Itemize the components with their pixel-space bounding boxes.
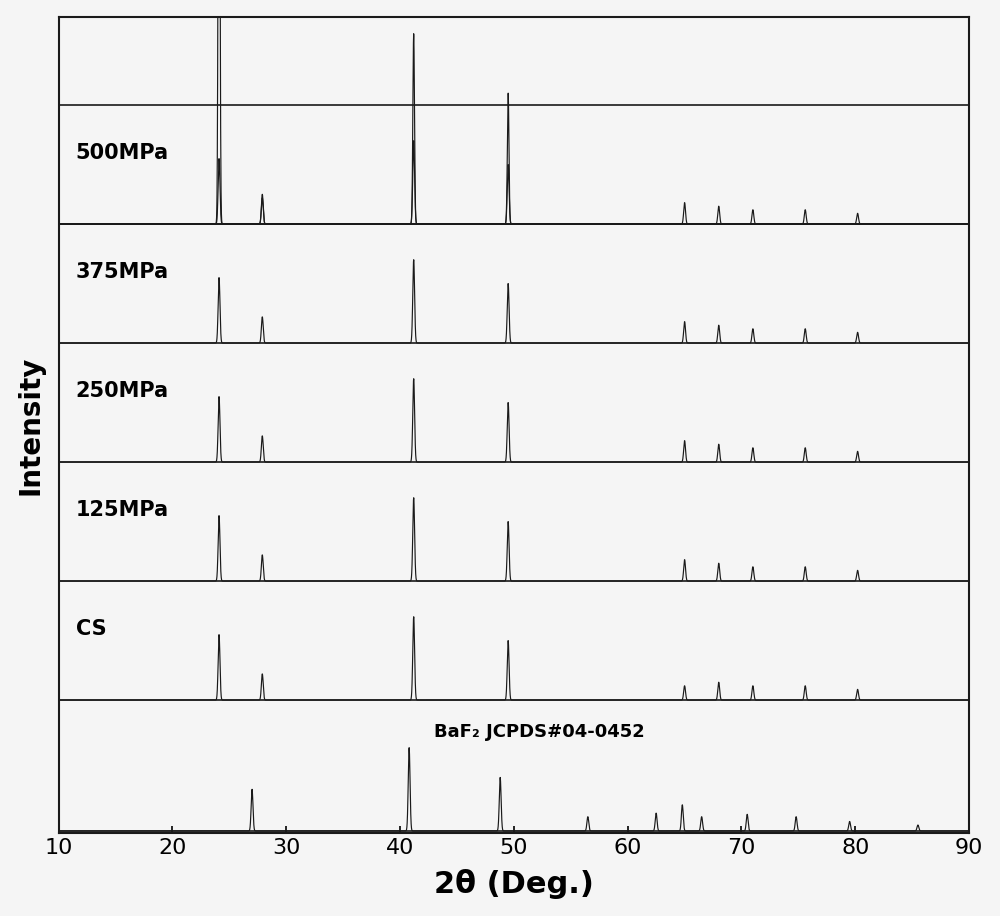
Text: 375MPa: 375MPa <box>76 262 169 281</box>
Y-axis label: Intensity: Intensity <box>17 355 45 495</box>
Text: 125MPa: 125MPa <box>76 499 169 519</box>
Text: CS: CS <box>76 618 106 638</box>
Text: BaF₂ JCPDS#04-0452: BaF₂ JCPDS#04-0452 <box>434 723 645 741</box>
Text: 500MPa: 500MPa <box>76 143 169 162</box>
X-axis label: 2θ (Deg.): 2θ (Deg.) <box>434 869 594 900</box>
Text: 250MPa: 250MPa <box>76 381 169 400</box>
